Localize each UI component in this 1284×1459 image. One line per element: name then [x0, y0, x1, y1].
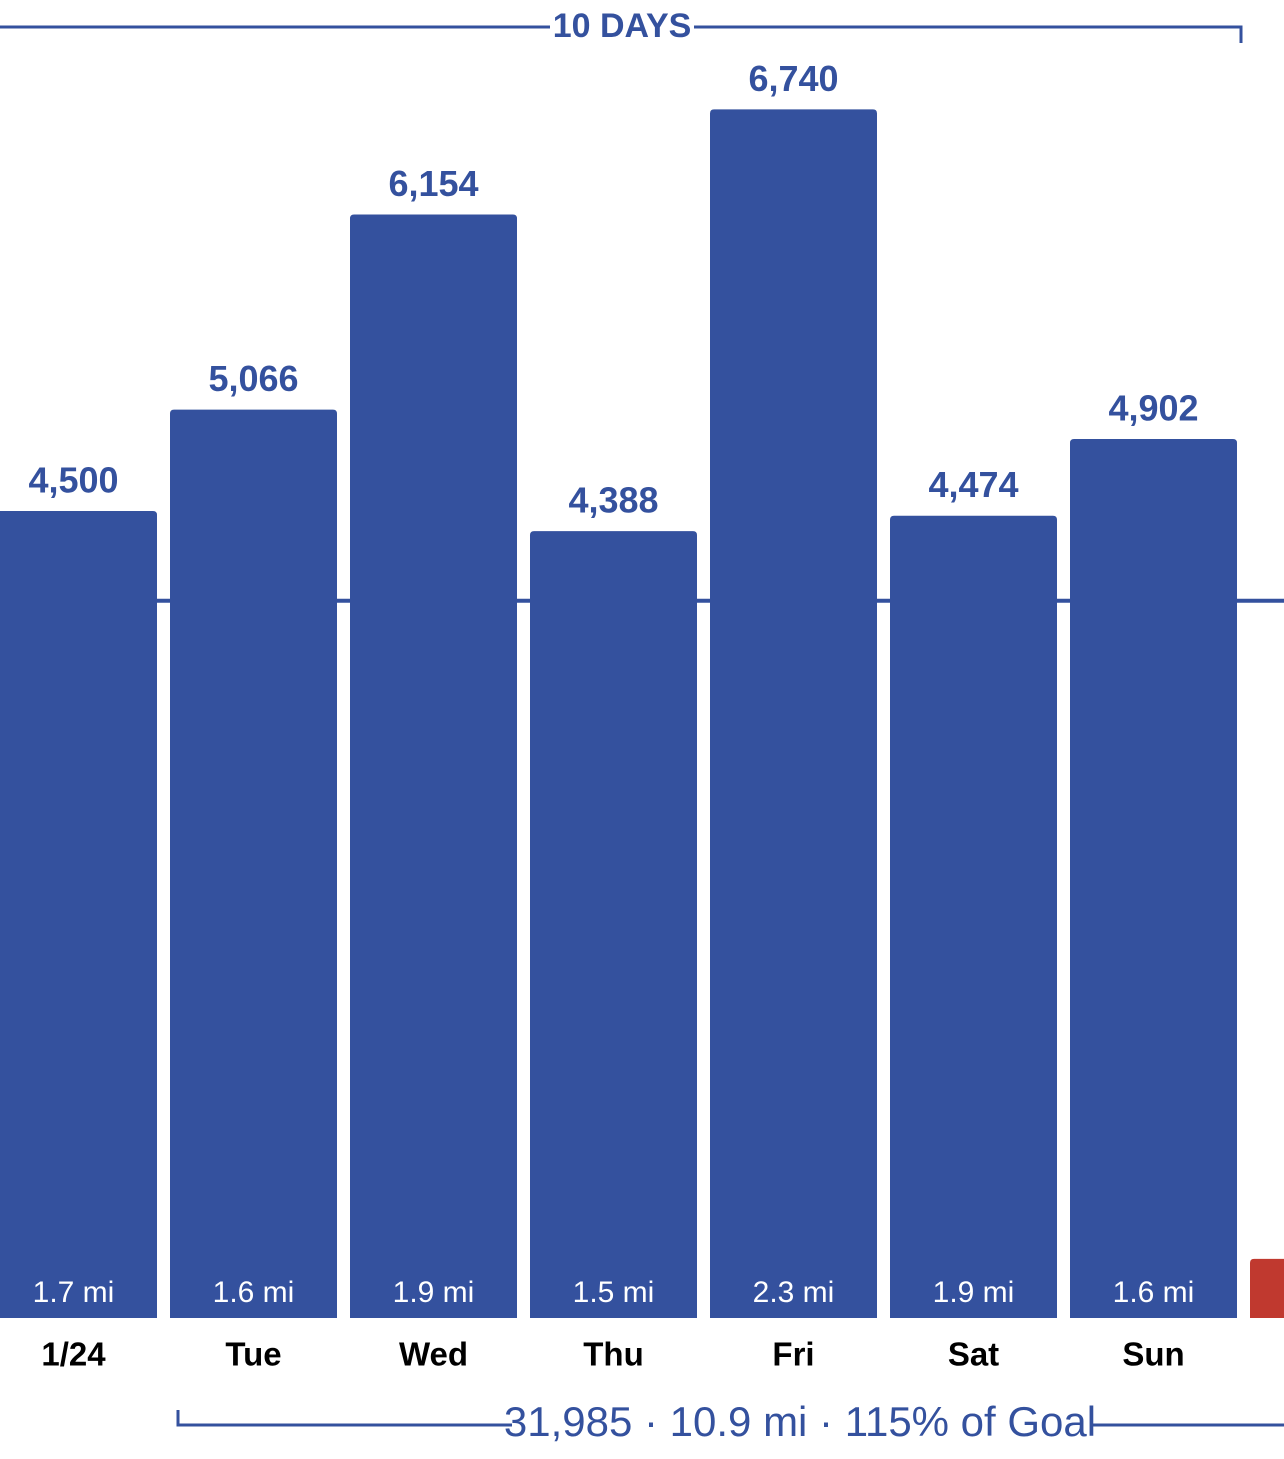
- x-tick-label: Sun: [1122, 1336, 1184, 1373]
- distance-label: 1.9 mi: [933, 1276, 1015, 1309]
- top-bracket-label: 10 DAYS: [553, 7, 692, 45]
- distance-label: 1.5 mi: [573, 1276, 655, 1309]
- x-tick-label: Sat: [948, 1336, 999, 1373]
- value-label: 6,740: [748, 58, 838, 99]
- bar: [0, 511, 157, 1318]
- distance-label: 2.3 mi: [753, 1276, 835, 1309]
- value-label: 6,154: [388, 163, 478, 204]
- value-label: 4,902: [1108, 387, 1198, 428]
- bar: [1250, 1258, 1284, 1318]
- x-tick-label: 1/24: [41, 1336, 106, 1373]
- value-label: 4,500: [28, 460, 118, 501]
- bar: [890, 515, 1057, 1318]
- bottom-bracket: [176, 1410, 1284, 1427]
- x-tick-label: Wed: [399, 1336, 468, 1373]
- bracket-line: [694, 25, 1243, 43]
- bar: [350, 214, 517, 1318]
- x-tick-label: Thu: [583, 1336, 643, 1373]
- x-tick-label: Fri: [772, 1336, 814, 1373]
- distance-label: 1.7 mi: [33, 1276, 115, 1309]
- bar: [170, 409, 337, 1318]
- distance-label: 1.6 mi: [1113, 1276, 1195, 1309]
- summary: 31,985 · 10.9 mi · 115% of Goal: [504, 1398, 1096, 1445]
- value-label: 4,474: [928, 464, 1018, 505]
- top-bracket: [0, 25, 1243, 43]
- distance-label: 1.6 mi: [213, 1276, 295, 1309]
- bar: [530, 531, 697, 1318]
- bar: [710, 109, 877, 1319]
- value-label: 5,066: [208, 358, 298, 399]
- bracket-line: [176, 1410, 512, 1427]
- x-tick-label: Tue: [225, 1336, 281, 1373]
- distance-label: 1.9 mi: [393, 1276, 475, 1309]
- value-label: 4,388: [568, 480, 658, 521]
- bar: [1070, 438, 1237, 1318]
